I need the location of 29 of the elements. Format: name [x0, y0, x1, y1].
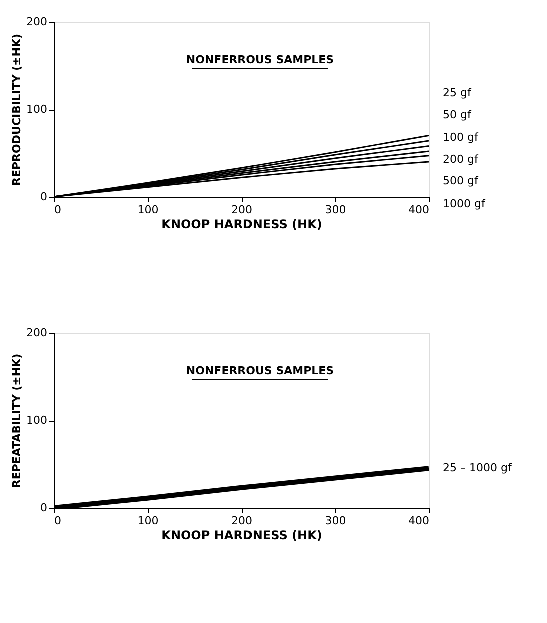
y-axis-title: REPEATABILITY (±HK)	[10, 354, 24, 488]
y-tick-label: 100	[26, 414, 48, 427]
x-tick-label: 0	[54, 514, 62, 528]
text: 500 gf	[443, 174, 480, 188]
y-tick-label: 0	[40, 502, 48, 514]
y-tick-label: 200	[26, 16, 48, 28]
x-axis-title: KNOOP HARDNESS (HK)	[162, 528, 322, 542]
text: NONFERROUS SAMPLES	[186, 364, 334, 378]
text: NONFERROUS SAMPLES	[186, 54, 334, 66]
x-tick-label: 400	[408, 514, 430, 528]
y-tick-label: 100	[26, 103, 48, 116]
text: 25 gf	[443, 86, 472, 100]
text: 50 gf	[443, 108, 472, 122]
y-axis-title: REPRODUCIBILITY (±HK)	[10, 34, 24, 186]
x-tick-label: 100	[138, 514, 159, 528]
text: 1000 gf	[443, 198, 486, 210]
x-tick-label: 100	[138, 204, 159, 216]
x-tick-label: 0	[54, 204, 62, 216]
x-tick-label: 300	[325, 204, 346, 216]
y-tick-label: 200	[26, 326, 48, 340]
series-label: 100 gf	[443, 130, 480, 144]
x-tick-label: 200	[232, 204, 252, 216]
series-label: 200 gf	[443, 153, 480, 166]
x-tick-label: 300	[325, 514, 346, 528]
y-tick-label: 0	[40, 190, 48, 204]
x-axis-title: KNOOP HARDNESS (HK)	[162, 218, 322, 232]
x-tick-label: 400	[408, 204, 430, 216]
x-tick-label: 200	[232, 514, 252, 528]
series-label: 25 – 1000 gf	[443, 462, 513, 475]
